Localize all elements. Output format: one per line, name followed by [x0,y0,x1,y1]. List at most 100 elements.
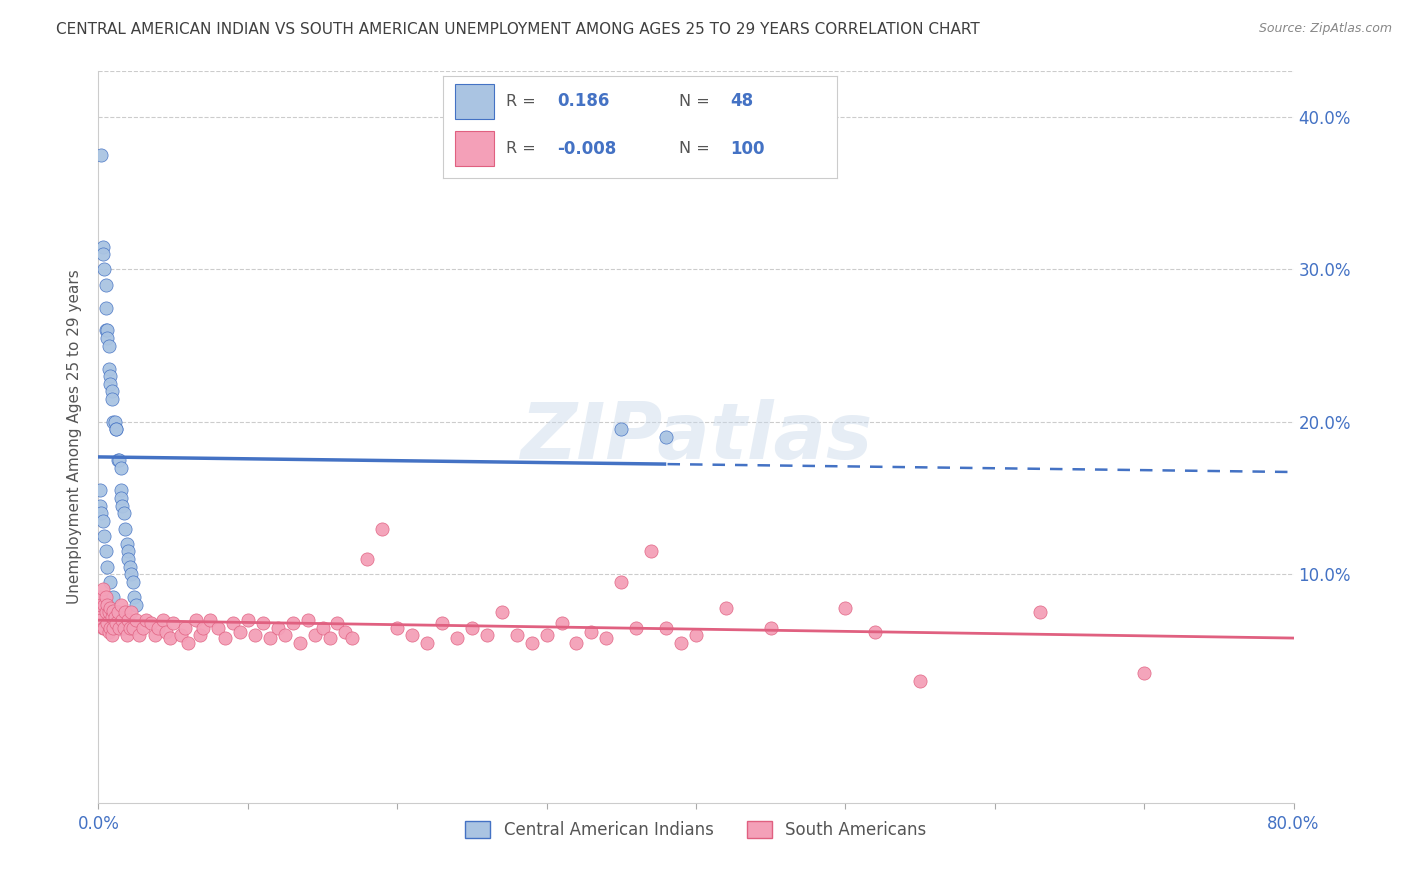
Point [94,323,117,337]
Point [114,521,136,535]
Point [626,621,648,635]
Point [97,361,120,376]
Point [114,605,136,619]
Point [118,559,141,574]
Point [581,625,603,640]
Point [139,615,162,630]
Point [416,636,439,650]
Point [148,621,170,635]
Point [304,628,326,642]
Point [110,598,132,612]
Point [128,628,150,642]
Point [475,628,498,642]
Point [319,632,342,646]
Point [385,621,409,635]
Point [90,148,112,162]
Point [103,604,125,618]
Point [550,615,572,630]
Point [93,262,115,277]
Point [124,590,146,604]
Point [98,621,122,635]
Point [115,628,138,642]
Point [188,628,211,642]
Text: ZIPatlas: ZIPatlas [520,399,872,475]
Point [536,628,558,642]
Point [107,605,129,619]
Point [342,632,364,646]
Bar [454,131,494,166]
Point [191,621,214,635]
Point [610,422,633,436]
Point [259,632,281,646]
Point [520,636,543,650]
Point [96,331,118,345]
Point [94,605,117,619]
Point [96,615,118,630]
Point [91,582,114,597]
Text: Source: ZipAtlas.com: Source: ZipAtlas.com [1258,22,1392,36]
Point [288,636,311,650]
Y-axis label: Unemployment Among Ages 25 to 29 years: Unemployment Among Ages 25 to 29 years [67,269,83,605]
Point [111,613,134,627]
Point [120,567,142,582]
Point [91,621,114,635]
Point [111,621,134,635]
Point [90,613,112,627]
Text: -0.008: -0.008 [557,140,616,158]
Point [143,628,166,642]
Point [103,590,125,604]
Point [162,615,184,630]
Point [214,632,236,646]
Point [96,559,118,574]
Point [371,521,394,535]
Point [834,600,856,615]
Point [333,625,356,640]
Point [89,499,111,513]
Point [401,628,423,642]
Point [110,460,132,475]
Point [125,598,148,612]
Point [311,621,333,635]
Point [491,605,513,619]
Point [245,628,267,642]
Point [94,544,117,558]
Point [200,613,222,627]
Point [89,605,111,619]
Point [93,621,115,635]
Point [103,415,125,429]
Point [121,621,143,635]
Point [132,621,155,635]
Point [90,598,112,612]
Point [159,632,181,646]
Point [97,605,120,619]
Point [104,610,127,624]
Point [655,621,678,635]
Point [96,323,118,337]
Point [98,600,122,615]
Text: CENTRAL AMERICAN INDIAN VS SOUTH AMERICAN UNEMPLOYMENT AMONG AGES 25 TO 29 YEARS: CENTRAL AMERICAN INDIAN VS SOUTH AMERICA… [56,22,980,37]
Point [104,415,127,429]
Point [101,392,124,406]
Point [90,506,112,520]
Point [152,613,174,627]
Point [174,621,197,635]
Point [110,491,132,505]
Point [91,514,114,528]
Point [135,613,157,627]
Point [565,636,588,650]
Point [96,598,118,612]
Point [101,610,124,624]
Point [98,369,122,384]
Point [222,615,245,630]
Point [155,625,177,640]
Point [121,574,143,589]
Point [93,598,115,612]
Point [107,605,129,619]
Point [184,613,207,627]
Point [461,621,484,635]
Point [274,628,297,642]
Point [89,590,111,604]
Point [446,632,468,646]
Point [595,632,617,646]
Point [640,544,662,558]
